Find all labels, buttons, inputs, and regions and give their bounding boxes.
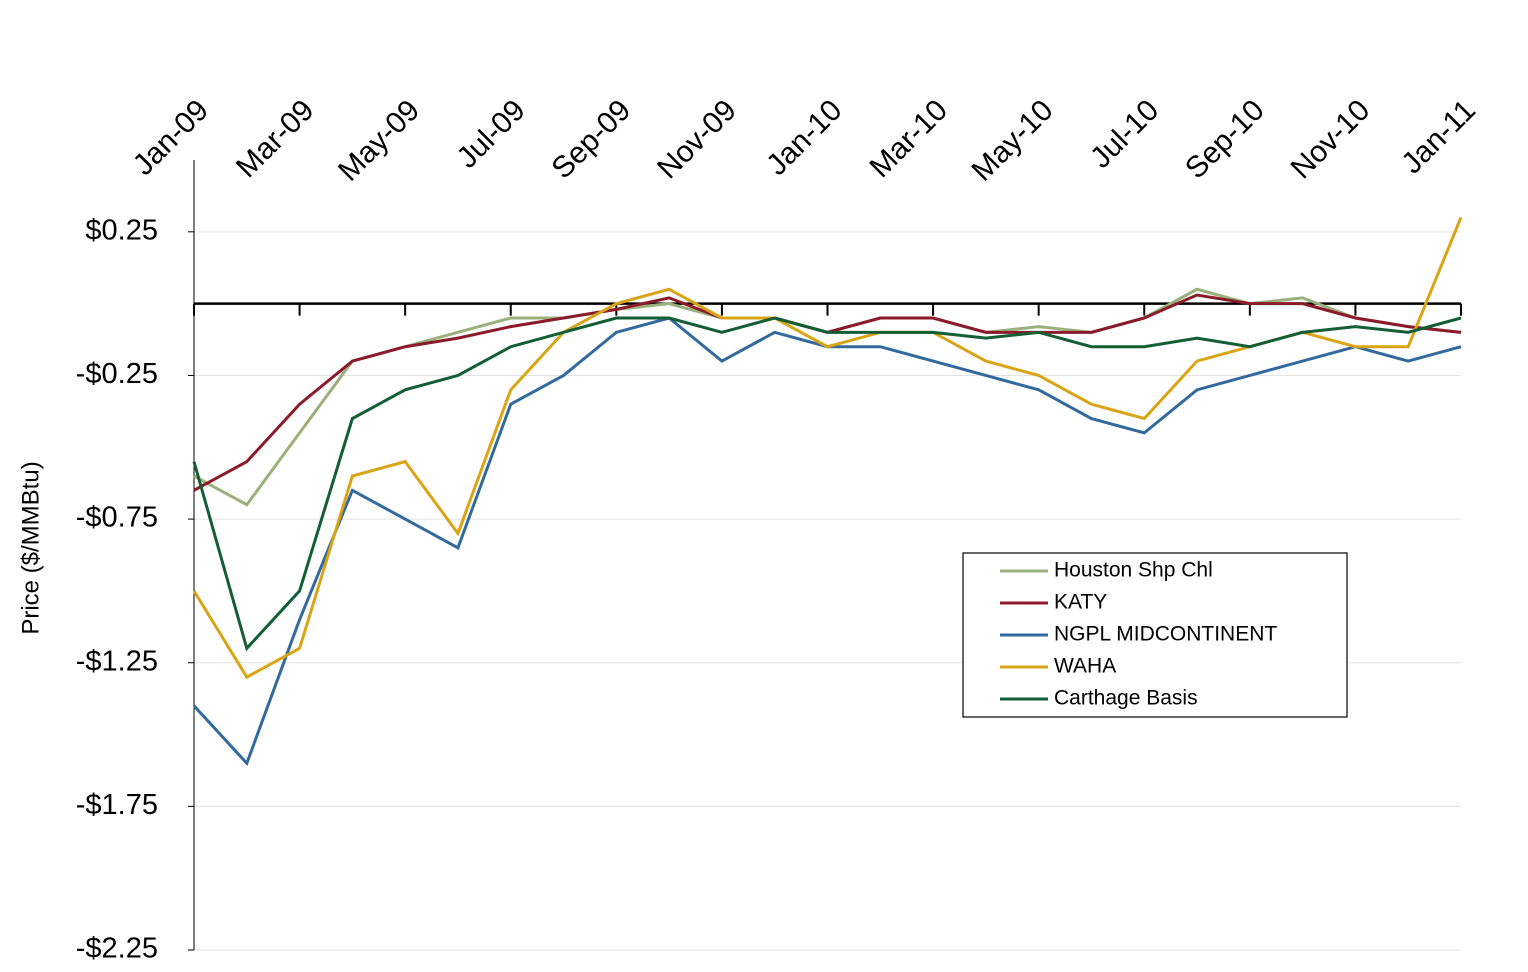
- y-tick-label: -$1.75: [76, 789, 158, 821]
- y-tick-label: -$0.75: [76, 502, 158, 534]
- x-tick-label: Jul-10: [1084, 94, 1165, 175]
- legend-label: NGPL MIDCONTINENT: [1054, 623, 1277, 646]
- x-tick-label: Jan-11: [1395, 94, 1482, 181]
- x-tick-label: Mar-10: [864, 94, 955, 185]
- legend-label: Houston Shp Chl: [1054, 559, 1213, 582]
- x-tick-label: Nov-10: [1285, 94, 1377, 186]
- x-tick-label: Jan-10: [760, 94, 848, 182]
- series-line: [192, 316, 1462, 652]
- x-tick-label: Nov-09: [651, 94, 743, 186]
- legend-label: Carthage Basis: [1054, 687, 1198, 710]
- series-line: [193, 293, 1462, 492]
- x-tick-label: May-09: [332, 94, 426, 188]
- x-tick-label: Jul-09: [451, 94, 532, 175]
- legend-label: KATY: [1054, 591, 1107, 614]
- y-tick-label: $0.25: [85, 214, 158, 246]
- x-tick-label: May-10: [966, 94, 1060, 188]
- y-axis-label: Price ($/MMBtu): [17, 461, 44, 634]
- x-tick-label: Jan-09: [127, 94, 215, 182]
- y-tick-label: -$0.25: [76, 358, 158, 390]
- y-tick-label: -$1.25: [76, 645, 158, 677]
- x-tick-label: Sep-09: [546, 94, 638, 186]
- legend-label: WAHA: [1054, 655, 1116, 678]
- series-line: [193, 287, 1462, 507]
- y-tick-label: -$2.25: [76, 933, 158, 965]
- x-tick-label: Mar-09: [230, 94, 321, 185]
- x-tick-label: Sep-10: [1179, 94, 1271, 186]
